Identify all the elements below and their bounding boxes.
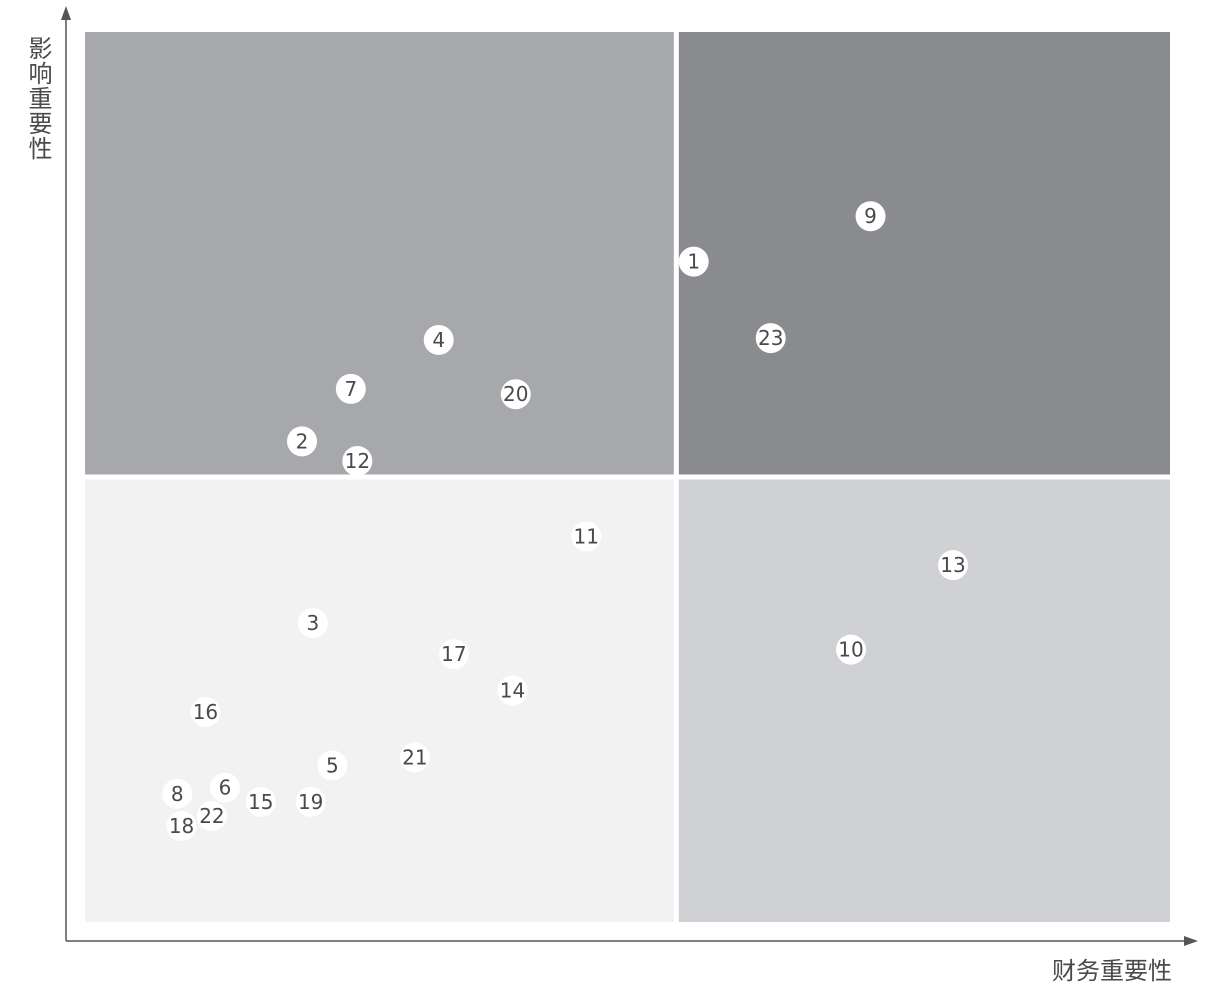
data-point-13: 13 bbox=[938, 550, 968, 581]
x-axis-label: 财务重要性 bbox=[1052, 957, 1172, 985]
data-point-marker bbox=[755, 323, 786, 354]
data-point-label: 14 bbox=[500, 679, 525, 703]
data-point-label: 15 bbox=[248, 790, 273, 814]
data-point-marker bbox=[836, 634, 867, 665]
data-point-marker bbox=[317, 750, 348, 781]
data-point-label: 3 bbox=[306, 611, 319, 635]
data-point-marker bbox=[297, 607, 328, 638]
data-point-12: 12 bbox=[342, 445, 373, 476]
data-point-label: 20 bbox=[503, 382, 528, 406]
quadrant-bottom-left bbox=[85, 479, 674, 922]
data-point-marker bbox=[162, 778, 193, 809]
data-point-label: 13 bbox=[940, 553, 965, 577]
data-point-marker bbox=[423, 324, 454, 355]
data-point-label: 10 bbox=[838, 638, 863, 662]
data-point-marker bbox=[166, 810, 197, 841]
data-point-label: 7 bbox=[344, 377, 357, 401]
data-point-22: 22 bbox=[196, 801, 227, 832]
data-point-marker bbox=[855, 201, 886, 232]
data-point-label: 23 bbox=[758, 326, 783, 350]
data-point-marker bbox=[190, 696, 221, 727]
data-point-15: 15 bbox=[245, 786, 276, 817]
data-point-20: 20 bbox=[500, 379, 531, 410]
data-point-marker bbox=[438, 639, 469, 670]
data-point-18: 18 bbox=[166, 810, 197, 841]
data-point-marker bbox=[209, 772, 240, 803]
data-point-label: 2 bbox=[296, 429, 309, 453]
axes bbox=[61, 6, 1198, 946]
data-point-marker bbox=[571, 521, 602, 552]
data-point-label: 4 bbox=[432, 328, 445, 352]
data-point-marker bbox=[500, 379, 531, 410]
data-point-label: 6 bbox=[219, 776, 232, 800]
data-point-marker bbox=[196, 801, 227, 832]
data-point-19: 19 bbox=[295, 786, 326, 817]
data-point-label: 12 bbox=[345, 449, 370, 473]
data-point-marker bbox=[287, 426, 317, 457]
data-point-label: 22 bbox=[199, 804, 224, 828]
data-point-21: 21 bbox=[399, 742, 430, 773]
data-point-14: 14 bbox=[497, 675, 528, 706]
data-point-label: 8 bbox=[171, 782, 184, 806]
data-point-label: 5 bbox=[326, 753, 339, 777]
data-point-label: 11 bbox=[574, 525, 599, 549]
data-point-label: 16 bbox=[193, 700, 218, 724]
data-point-marker bbox=[497, 675, 528, 706]
data-point-3: 3 bbox=[297, 607, 328, 638]
data-point-11: 11 bbox=[571, 521, 602, 552]
data-point-marker bbox=[678, 246, 709, 277]
data-point-label: 1 bbox=[687, 250, 700, 274]
data-point-7: 7 bbox=[335, 373, 366, 404]
quadrants bbox=[85, 32, 1170, 922]
data-point-9: 9 bbox=[855, 201, 886, 232]
y-axis-arrow-icon bbox=[61, 6, 71, 20]
data-point-label: 18 bbox=[169, 814, 194, 838]
quadrant-top-right bbox=[678, 32, 1170, 475]
data-point-10: 10 bbox=[836, 634, 867, 665]
data-point-2: 2 bbox=[287, 426, 317, 457]
data-point-marker bbox=[399, 742, 430, 773]
data-point-marker bbox=[245, 786, 276, 817]
x-axis-arrow-icon bbox=[1184, 936, 1198, 946]
data-point-marker bbox=[335, 373, 366, 404]
quadrant-bottom-right bbox=[678, 479, 1170, 922]
quadrant-top-left bbox=[85, 32, 674, 475]
data-point-17: 17 bbox=[438, 639, 469, 670]
data-point-1: 1 bbox=[678, 246, 709, 277]
y-axis-label: 影响重要性 bbox=[24, 36, 52, 161]
data-point-label: 9 bbox=[864, 204, 877, 228]
data-point-marker bbox=[938, 550, 968, 581]
data-point-4: 4 bbox=[423, 324, 454, 355]
data-point-8: 8 bbox=[162, 778, 193, 809]
data-point-5: 5 bbox=[317, 750, 348, 781]
data-point-label: 17 bbox=[441, 642, 466, 666]
data-point-6: 6 bbox=[209, 772, 240, 803]
data-point-label: 19 bbox=[298, 790, 323, 814]
data-point-label: 21 bbox=[402, 745, 427, 769]
data-point-23: 23 bbox=[755, 323, 786, 354]
data-point-16: 16 bbox=[190, 696, 221, 727]
data-point-marker bbox=[342, 445, 373, 476]
data-point-marker bbox=[295, 786, 326, 817]
